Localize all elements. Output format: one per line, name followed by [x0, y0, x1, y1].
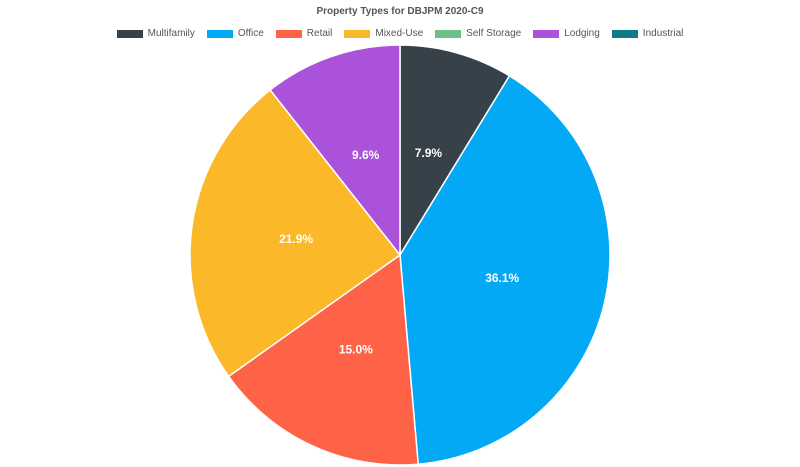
- slice-label-lodging: 9.6%: [352, 148, 380, 162]
- legend-swatch: [116, 29, 143, 38]
- legend-label: Lodging: [564, 28, 600, 39]
- slice-label-multifamily: 7.9%: [415, 146, 443, 160]
- pie-slice-mixed-use[interactable]: [189, 88, 402, 378]
- chart-title: Property Types for DBJPM 2020-C9: [316, 6, 484, 17]
- legend-label: Multifamily: [147, 28, 195, 39]
- legend-item-lodging[interactable]: Lodging: [533, 28, 600, 39]
- legend: Multifamily Office Retail Mixed-Use Self Sto…: [0, 28, 800, 39]
- slice-label-office: 36.1%: [485, 271, 519, 285]
- slice-label-retail: 15.0%: [339, 342, 373, 356]
- legend-swatch: [533, 29, 560, 38]
- legend-label: Mixed-Use: [375, 28, 424, 39]
- legend-swatch: [206, 29, 233, 38]
- legend-item-industrial[interactable]: Industrial: [611, 28, 684, 39]
- legend-item-mixed-use[interactable]: Mixed-Use: [344, 28, 423, 39]
- pie-slice-office[interactable]: [399, 74, 611, 466]
- legend-swatch: [611, 29, 638, 38]
- pie-slice-multifamily[interactable]: [399, 44, 511, 258]
- legend-swatch: [344, 29, 371, 38]
- legend-swatch: [435, 29, 462, 38]
- pie-slice-lodging[interactable]: [269, 44, 401, 258]
- slice-label-mixed-use: 21.9%: [279, 232, 313, 246]
- legend-item-multifamily[interactable]: Multifamily: [116, 28, 195, 39]
- legend-swatch: [275, 29, 302, 38]
- legend-label: Retail: [306, 28, 333, 39]
- legend-item-self-storage[interactable]: Self Storage: [435, 28, 521, 39]
- legend-label: Self Storage: [466, 28, 522, 39]
- pie-slice-retail[interactable]: [227, 253, 420, 466]
- legend-item-retail[interactable]: Retail: [275, 28, 333, 39]
- legend-item-office[interactable]: Office: [206, 28, 264, 39]
- legend-label: Office: [237, 28, 264, 39]
- legend-label: Industrial: [642, 28, 684, 39]
